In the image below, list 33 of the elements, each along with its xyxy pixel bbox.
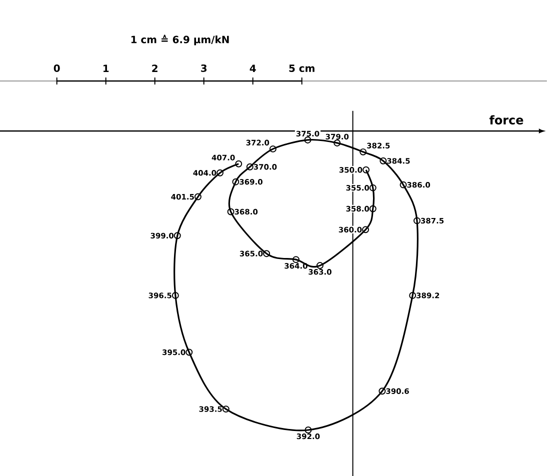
- point: [334, 139, 341, 146]
- point: [380, 157, 387, 164]
- point: [172, 292, 179, 299]
- point: [246, 163, 254, 170]
- point: [227, 208, 234, 216]
- point: [369, 184, 376, 192]
- point: [414, 217, 420, 224]
- point: [174, 232, 181, 240]
- point: [186, 348, 193, 356]
- point: [362, 226, 370, 234]
- point: [292, 256, 300, 264]
- x-tick-label: 5 cm: [289, 64, 314, 72]
- point: [269, 145, 276, 152]
- x-tick-label: 0: [54, 64, 60, 72]
- point: [263, 250, 270, 258]
- point: [304, 136, 312, 144]
- point: [304, 426, 312, 434]
- point: [216, 169, 224, 176]
- point: [369, 205, 376, 212]
- point: [194, 193, 202, 200]
- point: [316, 262, 324, 270]
- ref-line-label: force: [489, 115, 524, 124]
- x-tick-label: 3: [201, 64, 207, 72]
- point: [360, 148, 367, 156]
- point: [232, 178, 240, 186]
- point: [409, 292, 416, 299]
- x-tick-label: 1: [104, 64, 109, 72]
- x-tick-label: 4: [250, 64, 256, 72]
- point: [400, 181, 407, 188]
- point: [378, 388, 386, 395]
- chart-title: 1 cm ≙ 6.9 μm/kN: [131, 34, 229, 46]
- point: [222, 406, 230, 413]
- x-tick-label: 2: [152, 64, 158, 72]
